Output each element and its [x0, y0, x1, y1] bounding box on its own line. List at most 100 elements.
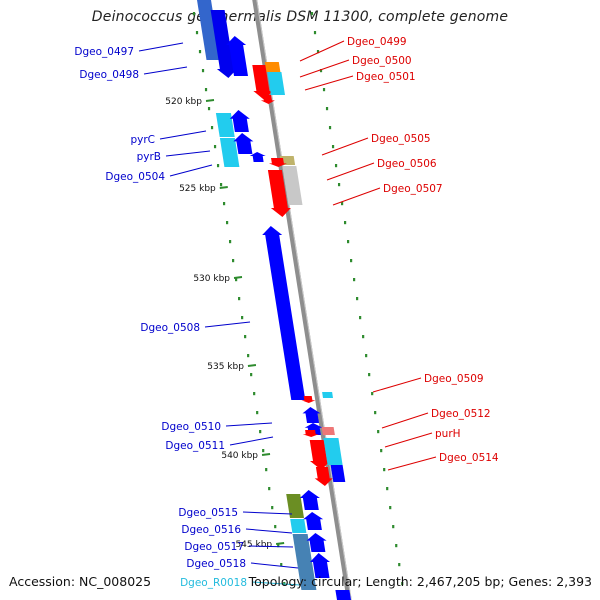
gene-label: Dgeo_0518: [186, 558, 246, 570]
right-dot: [331, 145, 335, 149]
feature-arrow: [302, 407, 321, 423]
left-dot: [256, 411, 259, 415]
label-leader: [299, 59, 350, 78]
left-dot: [262, 449, 265, 453]
right-dot: [343, 221, 347, 225]
left-dot: [244, 335, 247, 339]
feature-box: [197, 0, 221, 60]
feature-box: [292, 534, 317, 590]
label-leader: [304, 75, 354, 91]
left-dot: [241, 316, 244, 320]
label-leader: [299, 40, 345, 62]
label-leader: [381, 412, 429, 429]
feature-arrow: [249, 152, 266, 162]
left-dot: [222, 202, 226, 206]
right-dot: [310, 12, 314, 16]
gene-labels: Dgeo_0497 Dgeo_0498 Dgeo_0499 Dgeo_0500 Dgeo…: [74, 36, 499, 589]
scale-tick-mark: [261, 453, 271, 456]
right-dot: [395, 544, 398, 548]
scale-tick-mark: [276, 542, 285, 545]
label-leader: [165, 150, 211, 157]
label-leader: [242, 511, 293, 515]
gene-label: Dgeo_0510: [161, 421, 221, 433]
feature-arrow: [260, 95, 275, 104]
right-dot: [353, 278, 356, 282]
label-leader: [248, 545, 294, 548]
left-dot: [259, 430, 262, 434]
gene-label: Dgeo_0514: [439, 452, 499, 464]
left-dot: [247, 354, 250, 358]
feature-arrow: [314, 467, 333, 486]
left-dot: [280, 563, 283, 567]
right-dot: [362, 335, 365, 339]
gene-label: Dgeo_0507: [383, 183, 443, 195]
gene-label: Dgeo_0512: [431, 408, 491, 420]
label-leader: [384, 432, 433, 448]
scale-tick-label: 525 kbp: [179, 184, 216, 194]
left-dot: [235, 278, 238, 282]
genome-summary: Topology: circular; Length: 2,467,205 bp…: [248, 574, 592, 589]
gene-label: Dgeo_R0018: [180, 577, 247, 589]
feature-arrow: [226, 36, 248, 76]
feature-box: [322, 392, 333, 398]
scale-tick-label: 520 kbp: [165, 97, 202, 107]
right-dot: [319, 69, 323, 73]
feature-arrow: [229, 110, 250, 132]
label-leader: [138, 42, 184, 52]
right-dot: [316, 50, 320, 54]
left-dot: [229, 240, 232, 244]
feature-arrow: [301, 396, 316, 403]
scale-tick-mark: [233, 276, 243, 279]
left-dot: [232, 259, 235, 263]
right-dot: [334, 164, 338, 168]
feature-arrow: [309, 440, 330, 470]
right-dot: [313, 31, 317, 35]
gene-label: Dgeo_0511: [165, 440, 225, 452]
label-leaders: [138, 40, 437, 586]
left-dot: [253, 392, 256, 396]
label-leader: [229, 436, 274, 446]
gene-label: Dgeo_0504: [105, 171, 165, 183]
label-leader: [159, 130, 207, 140]
gene-label: Dgeo_0497: [74, 46, 134, 58]
left-dot: [207, 107, 211, 111]
right-dot: [380, 449, 383, 453]
feature-arrow: [267, 170, 291, 217]
scale-tick-mark: [247, 364, 257, 367]
feature-arrow: [302, 430, 319, 437]
feature-arrow: [233, 133, 254, 154]
right-dot: [350, 259, 353, 263]
scale-tick-label: 535 kbp: [207, 362, 244, 372]
right-dot: [374, 411, 377, 415]
right-dot: [340, 202, 344, 206]
label-leader: [143, 66, 188, 75]
label-leader: [250, 562, 299, 569]
right-dot: [365, 354, 368, 358]
feature-box: [290, 519, 307, 533]
label-leader: [387, 456, 437, 471]
label-leader: [204, 321, 251, 328]
scale-tick-mark: [205, 99, 215, 102]
gene-label: pyrC: [130, 134, 155, 146]
left-dot: [198, 50, 202, 54]
right-dot: [328, 126, 332, 130]
gene-label: Dgeo_0506: [377, 158, 437, 170]
feature-arrow: [306, 533, 327, 552]
right-dot: [359, 316, 362, 320]
left-dot: [271, 506, 274, 510]
feature-arrow: [268, 158, 287, 167]
right-dot: [368, 373, 371, 377]
label-leader: [372, 377, 422, 393]
feature-box: [264, 62, 281, 72]
left-dot: [274, 525, 277, 529]
gene-label: Dgeo_0509: [424, 373, 484, 385]
features: [197, 0, 351, 600]
label-leader: [326, 162, 375, 181]
right-dot: [371, 392, 374, 396]
feature-box: [323, 438, 343, 465]
backbone-highlight: [256, 0, 352, 600]
gene-label: Dgeo_0516: [181, 524, 241, 536]
feature-arrow: [303, 512, 324, 530]
feature-box: [321, 427, 335, 435]
